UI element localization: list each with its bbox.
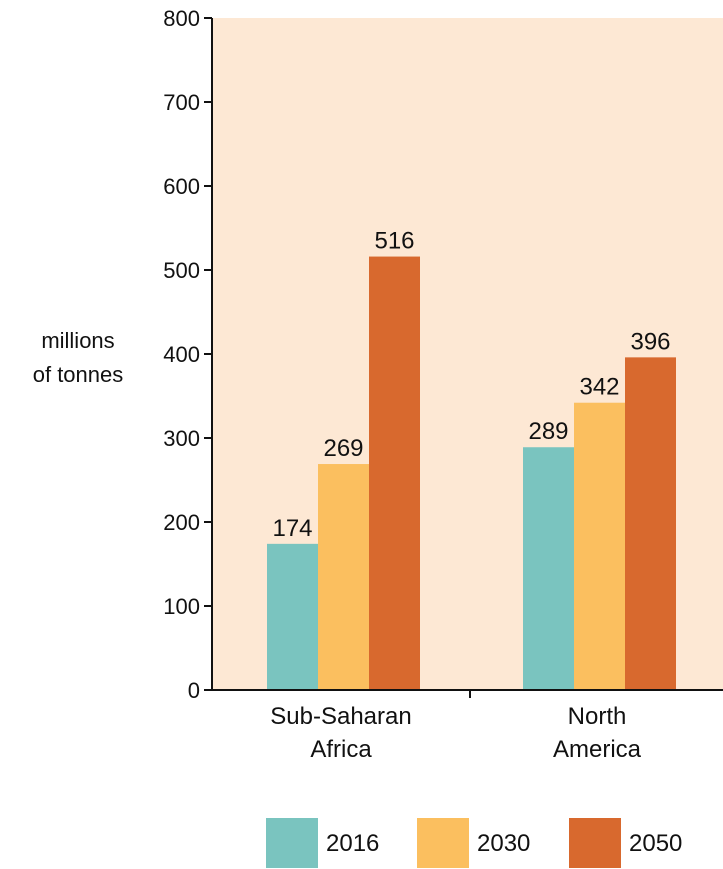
legend-label-2016: 2016 (326, 830, 379, 857)
y-axis-label-line-1: millions (41, 328, 114, 353)
legend-swatch-2050 (569, 818, 621, 868)
data-label: 174 (272, 515, 312, 542)
y-tick-label: 700 (163, 90, 200, 115)
y-tick-label: 500 (163, 258, 200, 283)
legend-swatch-2016 (266, 818, 318, 868)
legend-label-2030: 2030 (477, 830, 530, 857)
data-label: 289 (528, 418, 568, 445)
y-tick-label: 0 (188, 678, 200, 703)
legend-swatch-2030 (417, 818, 469, 868)
data-labels: 174 289 269 342 516 396 (272, 228, 670, 542)
data-label: 516 (374, 228, 414, 255)
y-tick-labels: 0 100 200 300 400 500 600 700 800 (163, 6, 200, 703)
y-tick-label: 300 (163, 426, 200, 451)
y-axis-label-line-2: of tonnes (33, 362, 124, 387)
category-label: America (553, 736, 642, 763)
category-label: Africa (310, 736, 372, 763)
bars-group (267, 256, 676, 690)
category-label: Sub-Saharan (270, 703, 411, 730)
legend-label-2050: 2050 (629, 830, 682, 857)
y-axis (204, 17, 723, 698)
bar-2016-2 (523, 447, 574, 690)
y-tick-label: 200 (163, 510, 200, 535)
y-tick-label: 600 (163, 174, 200, 199)
data-label: 269 (323, 435, 363, 462)
data-label: 342 (579, 374, 619, 401)
y-tick-label: 400 (163, 342, 200, 367)
y-axis-label: millions of tonnes (33, 328, 124, 387)
category-labels: Sub-Saharan Africa North America (270, 703, 641, 763)
data-label: 396 (630, 328, 670, 355)
bar-2050-2 (625, 357, 676, 690)
y-tick-label: 800 (163, 6, 200, 31)
bar-2016-1 (267, 543, 318, 690)
category-label: North (568, 703, 627, 730)
bar-2030-1 (318, 464, 369, 690)
bar-2030-2 (574, 402, 625, 690)
y-tick-label: 100 (163, 594, 200, 619)
legend: 2016 2030 2050 (266, 818, 682, 868)
bar-2050-1 (369, 256, 420, 690)
